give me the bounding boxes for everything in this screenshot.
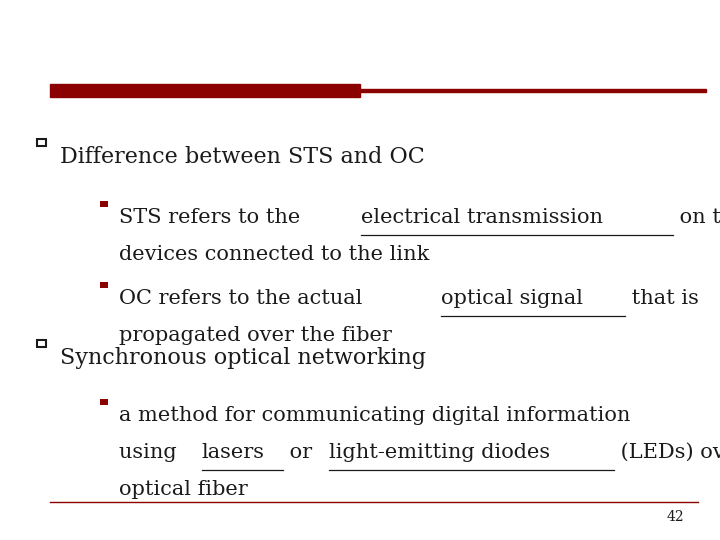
Text: using: using bbox=[119, 443, 183, 462]
Text: (LEDs) over: (LEDs) over bbox=[614, 443, 720, 462]
Bar bbox=[101, 399, 109, 405]
Bar bbox=[101, 281, 109, 287]
Text: lasers: lasers bbox=[202, 443, 265, 462]
Text: on the: on the bbox=[673, 208, 720, 227]
Bar bbox=[37, 340, 47, 347]
Text: that is: that is bbox=[625, 289, 698, 308]
Text: OC refers to the actual: OC refers to the actual bbox=[119, 289, 369, 308]
Text: optical fiber: optical fiber bbox=[119, 480, 248, 498]
Bar bbox=[101, 200, 109, 206]
Text: STS refers to the: STS refers to the bbox=[119, 208, 307, 227]
Text: Synchronous optical networking: Synchronous optical networking bbox=[60, 347, 426, 369]
Bar bbox=[37, 139, 47, 146]
Text: devices connected to the link: devices connected to the link bbox=[119, 245, 429, 264]
Text: Difference between STS and OC: Difference between STS and OC bbox=[60, 146, 425, 168]
Text: light-emitting diodes: light-emitting diodes bbox=[329, 443, 550, 462]
Text: a method for communicating digital information: a method for communicating digital infor… bbox=[119, 406, 630, 425]
Bar bbox=[360, 89, 706, 92]
Text: electrical transmission: electrical transmission bbox=[361, 208, 603, 227]
Text: optical signal: optical signal bbox=[441, 289, 583, 308]
Bar bbox=[50, 84, 360, 97]
Text: 42: 42 bbox=[667, 510, 684, 524]
Text: or: or bbox=[283, 443, 319, 462]
Text: propagated over the fiber: propagated over the fiber bbox=[119, 326, 392, 345]
